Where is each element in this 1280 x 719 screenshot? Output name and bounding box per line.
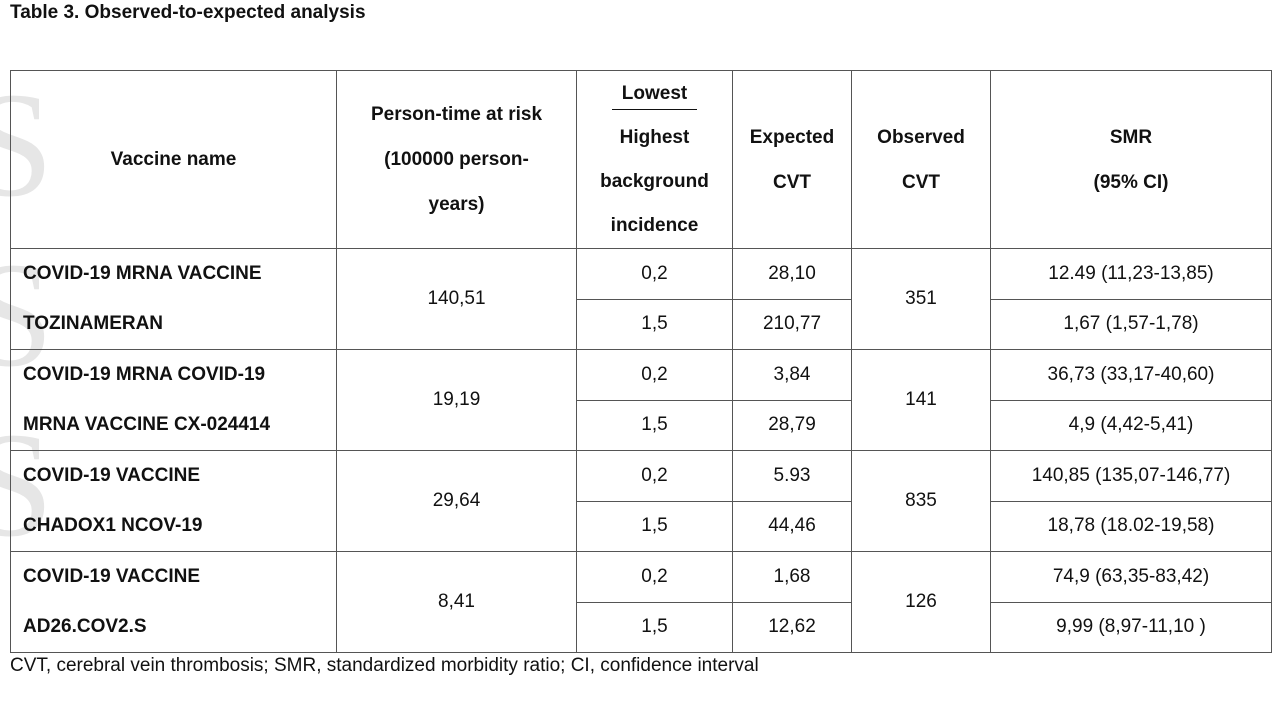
person-time-cell: 19,19 [336, 349, 577, 451]
smr-cell: 74,9 (63,35-83,42) [990, 551, 1272, 603]
expected-cell: 28,10 [732, 248, 852, 300]
observed-cell: 351 [851, 248, 991, 350]
expected-cell: 12,62 [732, 601, 852, 653]
incidence-cell: 1,5 [576, 399, 733, 451]
person-time-cell: 8,41 [336, 551, 577, 653]
vaccine-name-cell: COVID-19 MRNA COVID-19 MRNA VACCINE CX-02… [10, 349, 337, 451]
person-time-cell: 29,64 [336, 450, 577, 552]
smr-cell: 140,85 (135,07-146,77) [990, 450, 1272, 502]
observed-cell: 835 [851, 450, 991, 552]
table-subrow: 1,5 44,46 18,78 (18.02-19,58) [11, 500, 1272, 552]
incidence-cell: 1,5 [576, 298, 733, 350]
header-smr: SMR (95% CI) [990, 70, 1272, 249]
header-observed-cvt: Observed CVT [851, 70, 991, 249]
vaccine-name-cell: COVID-19 MRNA VACCINE TOZINAMERAN [10, 248, 337, 350]
smr-cell: 4,9 (4,42-5,41) [990, 399, 1272, 451]
header-incidence: Lowest Highest background incidence [576, 70, 733, 249]
incidence-cell: 0,2 [576, 551, 733, 603]
incidence-cell: 1,5 [576, 601, 733, 653]
observed-cell: 141 [851, 349, 991, 451]
smr-cell: 12.49 (11,23-13,85) [990, 248, 1272, 300]
incidence-cell: 0,2 [576, 349, 733, 401]
header-person-time: Person-time at risk (100000 person-years) [336, 70, 577, 249]
incidence-cell: 0,2 [576, 248, 733, 300]
expected-cell: 210,77 [732, 298, 852, 350]
incidence-cell: 1,5 [576, 500, 733, 552]
table-subrow: 1,5 210,77 1,67 (1,57-1,78) [11, 298, 1272, 350]
header-row: Vaccine name Person-time at risk (100000 … [10, 70, 1272, 249]
expected-cell: 28,79 [732, 399, 852, 451]
smr-cell: 18,78 (18.02-19,58) [990, 500, 1272, 552]
smr-cell: 9,99 (8,97-11,10 ) [990, 601, 1272, 653]
vaccine-name-cell: COVID-19 VACCINE AD26.COV2.S [10, 551, 337, 653]
incidence-cell: 0,2 [576, 450, 733, 502]
header-vaccine-name: Vaccine name [10, 70, 337, 249]
smr-cell: 1,67 (1,57-1,78) [990, 298, 1272, 350]
table-row: COVID-19 MRNA COVID-19 MRNA VACCINE CX-02… [10, 349, 1272, 451]
table-row: COVID-19 VACCINE CHADOX1 NCOV-19 29,64 0,… [10, 450, 1272, 552]
table-subrow: 1,5 28,79 4,9 (4,42-5,41) [11, 399, 1272, 451]
table-row: COVID-19 VACCINE AD26.COV2.S 8,41 0,2 1,6… [10, 551, 1272, 653]
expected-cell: 1,68 [732, 551, 852, 603]
expected-cell: 3,84 [732, 349, 852, 401]
person-time-cell: 140,51 [336, 248, 577, 350]
expected-cell: 5.93 [732, 450, 852, 502]
vaccine-name-cell: COVID-19 VACCINE CHADOX1 NCOV-19 [10, 450, 337, 552]
smr-cell: 36,73 (33,17-40,60) [990, 349, 1272, 401]
expected-cell: 44,46 [732, 500, 852, 552]
table-subrow: 1,5 12,62 9,99 (8,97-11,10 ) [11, 601, 1272, 653]
observed-expected-table: Vaccine name Person-time at risk (100000 … [10, 70, 1272, 653]
table-title: Table 3. Observed-to-expected analysis [10, 2, 366, 23]
observed-cell: 126 [851, 551, 991, 653]
header-expected-cvt: Expected CVT [732, 70, 852, 249]
table-row: COVID-19 MRNA VACCINE TOZINAMERAN 140,51 … [10, 248, 1272, 350]
table-footnote: CVT, cerebral vein thrombosis; SMR, stan… [10, 655, 759, 676]
